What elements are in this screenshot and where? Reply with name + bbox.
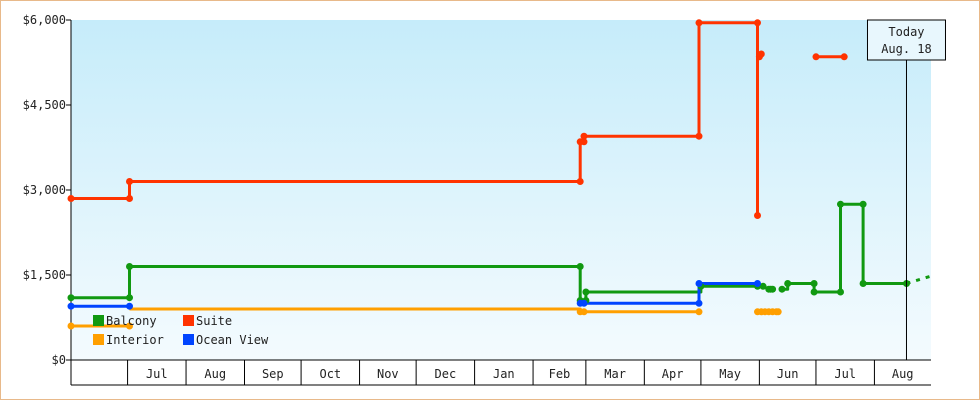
interior-point — [774, 308, 782, 316]
suite-point — [695, 19, 703, 27]
x-tick-label: Nov — [377, 367, 399, 381]
suite-point — [580, 132, 588, 140]
interior-point — [126, 322, 133, 330]
x-tick-label: Jul — [834, 367, 856, 381]
balcony-point — [810, 280, 818, 287]
legend-swatch-balcony — [93, 315, 104, 326]
legend-swatch-suite — [183, 315, 194, 326]
x-tick-label: Sep — [262, 367, 284, 381]
balcony-point — [810, 288, 818, 296]
legend-swatch-ocean-view — [183, 334, 194, 345]
legend-label-suite: Suite — [196, 314, 232, 328]
balcony-point — [126, 263, 133, 270]
legend-label-ocean-view: Ocean View — [196, 333, 269, 347]
x-tick-label: Oct — [319, 367, 341, 381]
ocean-view-point — [754, 280, 761, 287]
balcony-point — [859, 280, 867, 287]
y-tick-label: $0 — [52, 353, 66, 367]
ocean-view-point — [580, 299, 588, 307]
balcony-projection-line — [906, 274, 932, 285]
x-tick-label: Aug — [204, 367, 226, 381]
ocean-view-point — [695, 280, 703, 287]
interior-point — [580, 308, 588, 316]
balcony-point — [837, 200, 844, 208]
today-label: Today — [888, 25, 924, 39]
y-tick-label: $6,000 — [23, 13, 66, 27]
balcony-point — [67, 294, 75, 302]
x-tick-label: May — [719, 367, 741, 381]
balcony-point — [126, 294, 133, 302]
suite-point — [754, 19, 761, 27]
legend-swatch-interior — [93, 334, 104, 345]
suite-point — [67, 195, 75, 202]
x-tick-label: Mar — [604, 367, 626, 381]
today-box — [866, 19, 946, 61]
suite-point — [126, 178, 133, 185]
x-tick-label: Jun — [777, 367, 799, 381]
x-tick-label: Dec — [435, 367, 457, 381]
balcony-point — [582, 288, 590, 296]
interior-point — [695, 308, 703, 316]
legend-label-interior: Interior — [106, 333, 164, 347]
x-tick-label: Jan — [493, 367, 515, 381]
suite-point — [126, 195, 133, 202]
balcony-point — [784, 280, 792, 287]
interior-point — [67, 322, 75, 330]
suite-point — [580, 138, 588, 146]
suite-point — [840, 53, 848, 61]
ocean-view-point — [695, 299, 703, 307]
ocean-view-point — [126, 302, 133, 310]
x-tick-label: Aug — [892, 367, 914, 381]
plot-area — [71, 20, 931, 360]
suite-point — [576, 178, 584, 185]
y-tick-label: $4,500 — [23, 98, 66, 112]
balcony-point — [859, 200, 867, 208]
balcony-point — [769, 285, 777, 293]
ocean-view-line — [580, 282, 758, 305]
x-tick-label: Jul — [146, 367, 168, 381]
balcony-point — [759, 282, 767, 290]
balcony-point — [778, 285, 786, 293]
y-tick-label: $3,000 — [23, 183, 66, 197]
suite-point — [812, 53, 820, 61]
balcony-point — [837, 288, 844, 296]
suite-point — [757, 50, 765, 58]
suite-point — [695, 132, 703, 140]
today-date: Aug. 18 — [881, 42, 932, 56]
y-tick-label: $1,500 — [23, 268, 66, 282]
x-tick-label: Feb — [549, 367, 571, 381]
ocean-view-point — [67, 302, 75, 310]
x-tick-label: Apr — [662, 367, 684, 381]
legend-label-balcony: Balcony — [106, 314, 157, 328]
suite-point — [754, 212, 761, 219]
balcony-point — [576, 263, 584, 270]
